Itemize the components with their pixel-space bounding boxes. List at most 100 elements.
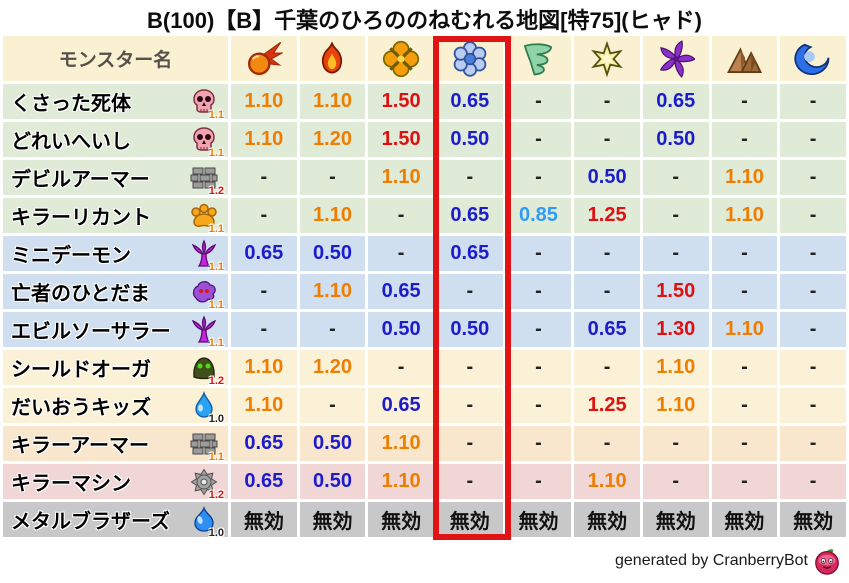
level-multiplier: 1.0	[208, 412, 224, 425]
level-multiplier: 1.1	[208, 260, 224, 273]
resistance-value-cell: -	[368, 350, 434, 385]
resistance-value-cell: 無効	[368, 502, 434, 537]
resistance-value-cell: -	[368, 236, 434, 271]
resistance-value-cell: 1.10	[711, 160, 778, 195]
element-column-header-water	[780, 36, 846, 81]
resistance-value-cell: 1.30	[642, 312, 709, 347]
resistance-value-cell: 無効	[780, 502, 846, 537]
resistance-value-cell: -	[299, 388, 366, 423]
monster-name: エビルソーサラー	[11, 321, 171, 343]
trident-icon: 1.1	[189, 239, 224, 273]
resistance-table: モンスター名 くさった死体 1.1 1.10 1.10 1.50 0.65- -0.65- -…	[0, 33, 849, 540]
monster-name-cell: メタルブラザーズ 1.0	[3, 502, 228, 539]
slime-icon: 1.0	[189, 505, 224, 539]
resistance-value-cell: 1.10	[368, 464, 434, 499]
resistance-value-cell: 0.50	[299, 464, 366, 499]
level-multiplier: 1.2	[208, 488, 224, 501]
monster-row: エビルソーサラー 1.1- -0.50 0.50-0.65 1.30 1.10-	[3, 312, 846, 349]
resistance-value-cell: -	[574, 122, 640, 157]
resistance-value-cell: -	[231, 274, 297, 309]
resistance-value-cell: 1.50	[642, 274, 709, 309]
level-multiplier: 1.1	[208, 222, 224, 235]
resistance-value-cell: 0.85	[505, 198, 572, 233]
resistance-value-cell: -	[642, 160, 709, 195]
resistance-value-cell: -	[299, 160, 366, 195]
resistance-value-cell: -	[780, 122, 846, 157]
monster-name-cell: だいおうキッズ 1.0	[3, 388, 228, 425]
resistance-value-cell: -	[642, 426, 709, 461]
monster-row: くさった死体 1.1 1.10 1.10 1.50 0.65- -0.65- -	[3, 84, 846, 121]
fireball-icon	[245, 41, 283, 75]
resistance-value-cell: 0.65	[231, 426, 297, 461]
resistance-value-cell: 0.65	[231, 236, 297, 271]
element-column-header-wind	[505, 36, 572, 81]
droplet-icon: 1.0	[189, 390, 224, 425]
resistance-value-cell: -	[505, 274, 572, 309]
resistance-value-cell: 無効	[436, 502, 503, 537]
resistance-value-cell: -	[711, 84, 778, 119]
trident-icon: 1.1	[189, 315, 224, 349]
resistance-value-cell: -	[436, 464, 503, 499]
resistance-value-cell: -	[505, 236, 572, 271]
resistance-value-cell: -	[505, 160, 572, 195]
resistance-value-cell: -	[436, 388, 503, 423]
resistance-value-cell: 0.50	[299, 426, 366, 461]
resistance-value-cell: -	[505, 388, 572, 423]
level-multiplier: 1.0	[208, 526, 224, 539]
monster-row: シールドオーガ 1.2 1.10 1.20- - - -1.10- -	[3, 350, 846, 387]
brick-icon: 1.2	[189, 163, 224, 197]
mountain-icon	[725, 46, 763, 73]
monster-name: キラーマシン	[11, 473, 131, 495]
monster-name-cell: ミニデーモン 1.1	[3, 236, 228, 273]
monster-name-header: モンスター名	[3, 36, 228, 81]
brick-icon: 1.1	[189, 429, 224, 463]
monster-name: デビルアーマー	[11, 169, 150, 191]
monster-row: 亡者のひとだま 1.1-1.10 0.65- - -1.50- -	[3, 274, 846, 311]
resistance-value-cell: 1.10	[299, 198, 366, 233]
monster-name: キラーリカント	[11, 207, 151, 229]
resistance-value-cell: -	[299, 312, 366, 347]
resistance-value-cell: -	[642, 198, 709, 233]
resistance-value-cell: -	[505, 426, 572, 461]
resistance-value-cell: 1.10	[711, 312, 778, 347]
tornado-icon	[519, 42, 557, 75]
resistance-value-cell: -	[711, 388, 778, 423]
monster-name-cell: キラーアーマー 1.1	[3, 426, 228, 463]
resistance-value-cell: -	[574, 236, 640, 271]
wave-icon	[794, 43, 832, 75]
resistance-value-cell: 無効	[505, 502, 572, 537]
resistance-value-cell: -	[574, 350, 640, 385]
ghost-icon: 1.1	[189, 277, 224, 311]
footer-text: generated by CranberryBot	[615, 552, 808, 569]
resistance-value-cell: -	[505, 122, 572, 157]
resistance-value-cell: 1.10	[231, 122, 297, 157]
monster-name: メタルブラザーズ	[11, 511, 170, 533]
monster-name: 亡者のひとだま	[11, 283, 150, 305]
resistance-value-cell: -	[711, 236, 778, 271]
element-column-header-earth	[711, 36, 778, 81]
paw-icon: 1.1	[189, 201, 224, 235]
monster-row: どれいへいし 1.1 1.10 1.20 1.50 0.50- -0.50- -	[3, 122, 846, 159]
resistance-value-cell: -	[231, 198, 297, 233]
resistance-value-cell: -	[780, 160, 846, 195]
resistance-value-cell: -	[505, 312, 572, 347]
resistance-value-cell: -	[780, 426, 846, 461]
resistance-value-cell: 0.65	[642, 84, 709, 119]
resistance-value-cell: -	[711, 122, 778, 157]
star-icon	[588, 40, 626, 77]
resistance-value-cell: -	[711, 274, 778, 309]
resistance-value-cell: 0.50	[299, 236, 366, 271]
flame-icon	[313, 41, 351, 74]
monster-name-cell: くさった死体 1.1	[3, 84, 228, 121]
resistance-value-cell: 無効	[642, 502, 709, 537]
level-multiplier: 1.2	[208, 374, 224, 387]
resistance-value-cell: -	[574, 426, 640, 461]
resistance-value-cell: -	[231, 312, 297, 347]
resistance-value-cell: -	[711, 464, 778, 499]
element-column-header-flame	[299, 36, 366, 81]
monster-row: ミニデーモン 1.1 0.65 0.50-0.65- - - - -	[3, 236, 846, 273]
helmet-icon: 1.2	[189, 353, 224, 387]
resistance-value-cell: -	[436, 160, 503, 195]
footer: generated by CranberryBot	[615, 547, 841, 575]
